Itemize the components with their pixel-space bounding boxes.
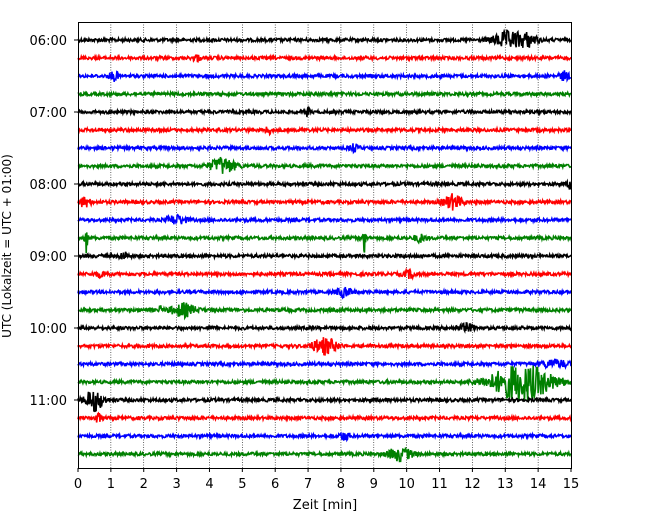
y-axis: 06:00 07:00 08:00 09:00 10:00 11:00: [30, 34, 78, 409]
x-tick-label: 14: [530, 477, 547, 492]
x-tick-label: 5: [238, 477, 246, 492]
x-tick-label: 15: [563, 477, 580, 492]
trace-07:45: [77, 156, 572, 174]
x-tick-label: 6: [271, 477, 279, 492]
trace-11:15: [77, 411, 572, 423]
x-axis-label: Zeit [min]: [293, 498, 357, 513]
x-tick-label: 0: [74, 477, 82, 492]
x-tick-label: 9: [370, 477, 378, 492]
trace-09:15: [77, 267, 572, 281]
trace-09:45: [77, 302, 572, 321]
trace-11:00: [77, 391, 572, 413]
x-axis: 0 1 2 3 4 5 6 7 8 9 10 11 12 13 14 15: [74, 468, 579, 492]
trace-07:00: [77, 105, 572, 118]
seismogram-traces: [77, 28, 572, 463]
x-tick-label: 8: [337, 477, 345, 492]
x-tick-label: 2: [140, 477, 148, 492]
trace-07:30: [77, 143, 572, 155]
trace-08:00: [77, 178, 572, 190]
trace-07:15: [77, 125, 572, 137]
y-axis-label: UTC (Lokalzeit = UTC + 01:00): [0, 154, 14, 338]
y-tick-label: 08:00: [30, 178, 67, 193]
trace-06:00: [77, 28, 572, 48]
trace-08:30: [77, 213, 572, 225]
y-tick-label: 07:00: [30, 106, 67, 121]
trace-11:30: [77, 431, 572, 443]
trace-10:45: [77, 365, 572, 402]
trace-08:15: [77, 193, 572, 211]
y-tick-label: 09:00: [30, 250, 67, 265]
y-tick-label: 10:00: [30, 322, 67, 337]
trace-09:30: [77, 286, 572, 300]
x-tick-label: 13: [497, 477, 514, 492]
x-tick-label: 3: [172, 477, 180, 492]
trace-06:45: [77, 89, 572, 99]
trace-06:15: [77, 53, 572, 63]
x-tick-label: 7: [304, 477, 312, 492]
x-tick-label: 11: [431, 477, 448, 492]
x-tick-label: 10: [398, 477, 415, 492]
trace-11:45: [77, 447, 572, 463]
trace-10:00: [77, 321, 572, 334]
x-tick-label: 1: [107, 477, 115, 492]
trace-08:45: [77, 232, 572, 254]
x-tick-label: 4: [205, 477, 213, 492]
plot-frame: [78, 22, 572, 469]
x-tick-label: 12: [464, 477, 481, 492]
trace-10:15: [77, 337, 572, 356]
trace-06:30: [77, 70, 572, 83]
trace-09:00: [77, 251, 572, 261]
grid-lines: [110, 22, 539, 468]
y-tick-label: 11:00: [30, 394, 67, 409]
y-tick-label: 06:00: [30, 34, 67, 49]
trace-10:30: [77, 358, 572, 370]
